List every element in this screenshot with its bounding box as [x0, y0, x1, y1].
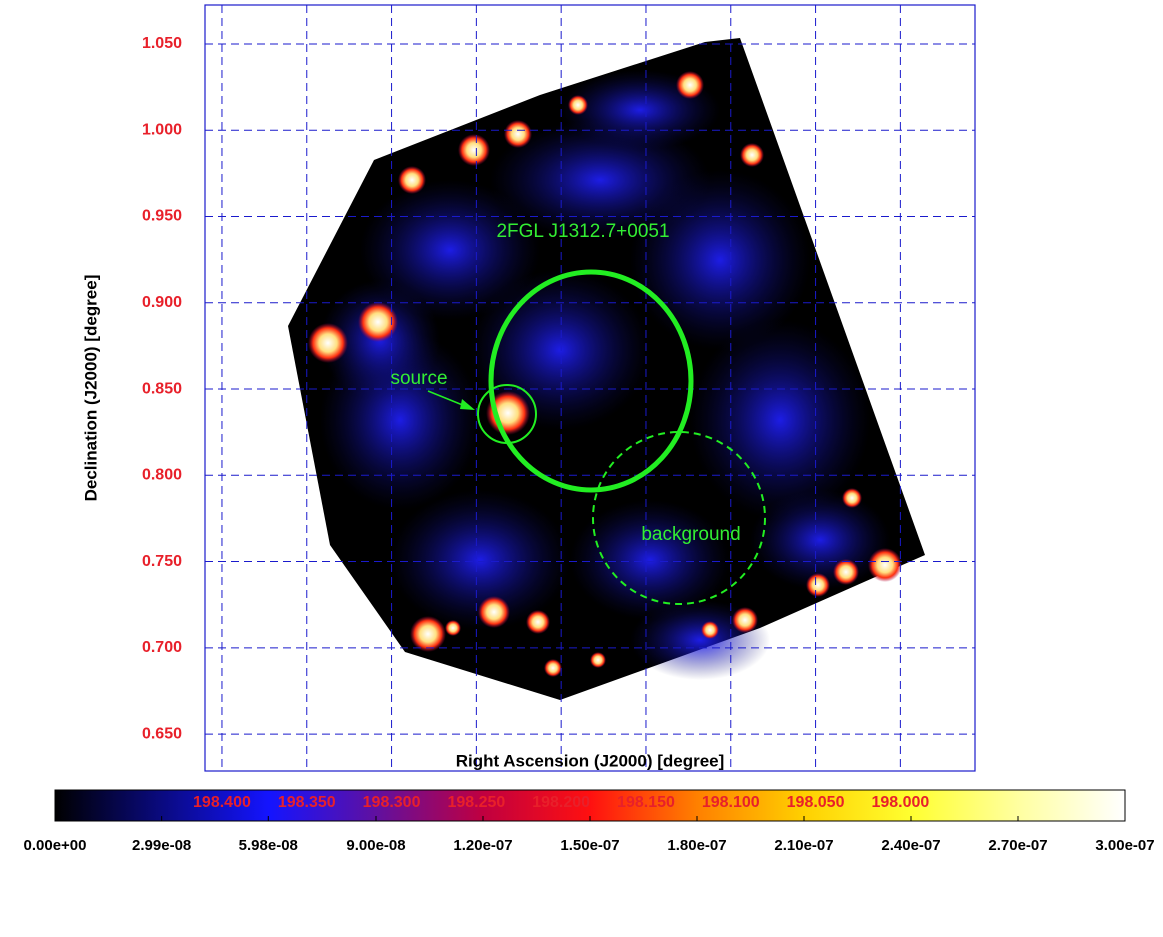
- background-region: [592, 431, 766, 605]
- y-axis-label: Declination (J2000) [degree]: [81, 275, 100, 502]
- source-region: [477, 384, 537, 444]
- y-tick-label: 1.050: [142, 35, 182, 52]
- regions: [427, 269, 766, 605]
- x-tick-label: 198.100: [702, 794, 760, 811]
- colorbar-tick-label: 5.98e-08: [239, 837, 298, 854]
- colorbar-tick-label: 9.00e-08: [346, 837, 405, 854]
- colorbar-tick-label: 1.20e-07: [453, 837, 512, 854]
- x-tick-label: 198.400: [193, 794, 251, 811]
- x-tick-label: 198.350: [278, 794, 336, 811]
- colorbar-tick-label: 2.40e-07: [881, 837, 940, 854]
- annotation: background: [641, 524, 740, 545]
- x-tick-label: 198.000: [871, 794, 929, 811]
- y-tick-label: 0.900: [142, 294, 182, 311]
- y-tick-label: 0.750: [142, 553, 182, 570]
- colorbar-tick-label: 2.70e-07: [988, 837, 1047, 854]
- x-tick-label: 198.250: [447, 794, 505, 811]
- sky-image: [288, 38, 925, 700]
- annotation: 2FGL J1312.7+0051: [496, 221, 669, 242]
- x-tick-label: 198.200: [532, 794, 590, 811]
- annotation: source: [390, 368, 447, 389]
- grid: [205, 5, 975, 771]
- colorbar-tick-label: 2.99e-08: [132, 837, 191, 854]
- colorbar-tick-label: 3.00e-07: [1095, 837, 1154, 854]
- x-tick-label: 198.300: [363, 794, 421, 811]
- y-tick-label: 0.950: [142, 208, 182, 225]
- plot-frame: [204, 4, 976, 772]
- colorbar-tick-label: 0.00e+00: [24, 837, 87, 854]
- fermi-ellipse: [488, 269, 694, 493]
- x-axis-label: Right Ascension (J2000) [degree]: [456, 751, 725, 770]
- arrow-head: [460, 399, 475, 410]
- colorbar-tick-label: 2.10e-07: [774, 837, 833, 854]
- y-tick-label: 0.850: [142, 380, 182, 397]
- colorbar-tick-label: 1.50e-07: [560, 837, 619, 854]
- y-tick-label: 0.800: [142, 467, 182, 484]
- y-tick-label: 0.700: [142, 639, 182, 656]
- colorbar-tick-label: 1.80e-07: [667, 837, 726, 854]
- x-tick-label: 198.150: [617, 794, 675, 811]
- y-tick-label: 0.650: [142, 725, 182, 742]
- y-tick-label: 1.000: [142, 121, 182, 138]
- x-tick-label: 198.050: [787, 794, 845, 811]
